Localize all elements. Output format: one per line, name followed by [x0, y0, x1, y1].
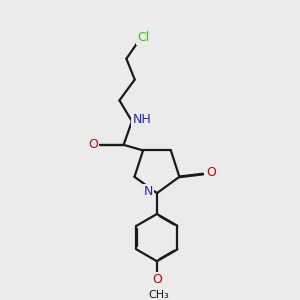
Text: N: N: [144, 185, 153, 198]
Text: O: O: [152, 273, 162, 286]
Text: O: O: [206, 166, 216, 179]
Text: CH₃: CH₃: [148, 290, 169, 300]
Text: NH: NH: [132, 113, 151, 126]
Text: O: O: [88, 138, 98, 151]
Text: Cl: Cl: [137, 32, 149, 44]
